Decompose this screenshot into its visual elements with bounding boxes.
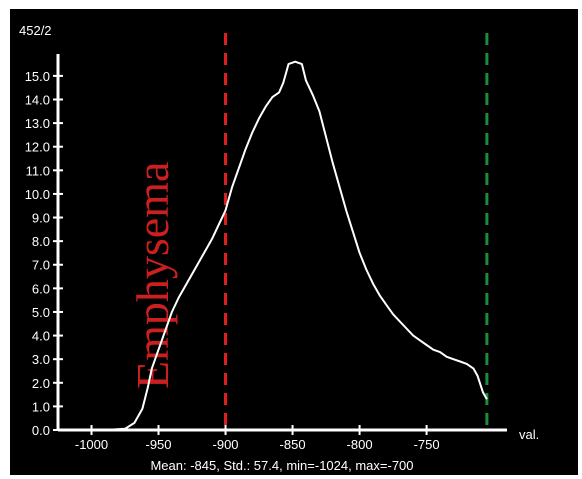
emphysema-annotation: Emphysema <box>127 162 178 389</box>
histogram-curve <box>104 60 488 431</box>
x-tick-label: -900 <box>213 437 239 452</box>
y-tick-label: 13.0 <box>25 116 50 131</box>
x-tick-label: -850 <box>280 437 306 452</box>
stats-footer: Mean: -845, Std.: 57.4, min=-1024, max=-… <box>150 458 413 473</box>
y-tick-label: 12.0 <box>25 140 50 155</box>
y-tick-label: 10.0 <box>25 187 50 202</box>
series-group <box>104 60 488 431</box>
y-tick-label: 7.0 <box>32 258 50 273</box>
y-tick-label: 8.0 <box>32 234 50 249</box>
y-tick-label: 3.0 <box>32 352 50 367</box>
y-tick-label: 0.0 <box>32 423 50 438</box>
y-tick-label: 1.0 <box>32 399 50 414</box>
index-label: 452/2 <box>19 23 52 38</box>
x-tick-label: -1000 <box>75 437 108 452</box>
x-axis-label: val. <box>519 427 539 442</box>
y-tick-label: 11.0 <box>26 163 50 178</box>
y-axis-ticks: 0.0 1.0 2.0 3.0 4.0 5.0 6.0 7.0 8.0 9.0 10.0 11.0 12… <box>25 69 63 438</box>
y-tick-label: 15.0 <box>25 69 50 84</box>
x-tick-label: -750 <box>414 437 440 452</box>
y-tick-label: 9.0 <box>32 211 50 226</box>
x-tick-label: -950 <box>146 437 172 452</box>
y-tick-label: 14.0 <box>25 92 50 107</box>
histogram-panel: 452/2 0.0 1.0 2.0 3.0 4.0 5.0 6.0 7.0 8.0 9.0 10.0… <box>10 9 578 475</box>
threshold-markers <box>224 33 489 432</box>
x-axis-ticks: -1000 -950 -900 -850 -800 -750 <box>75 425 440 452</box>
histogram-chart: 452/2 0.0 1.0 2.0 3.0 4.0 5.0 6.0 7.0 8.0 9.0 10.0… <box>19 23 539 473</box>
x-tick-label: -800 <box>347 437 373 452</box>
y-tick-label: 6.0 <box>32 281 50 296</box>
y-tick-label: 4.0 <box>32 329 50 344</box>
y-tick-label: 5.0 <box>32 305 50 320</box>
y-tick-label: 2.0 <box>32 376 50 391</box>
